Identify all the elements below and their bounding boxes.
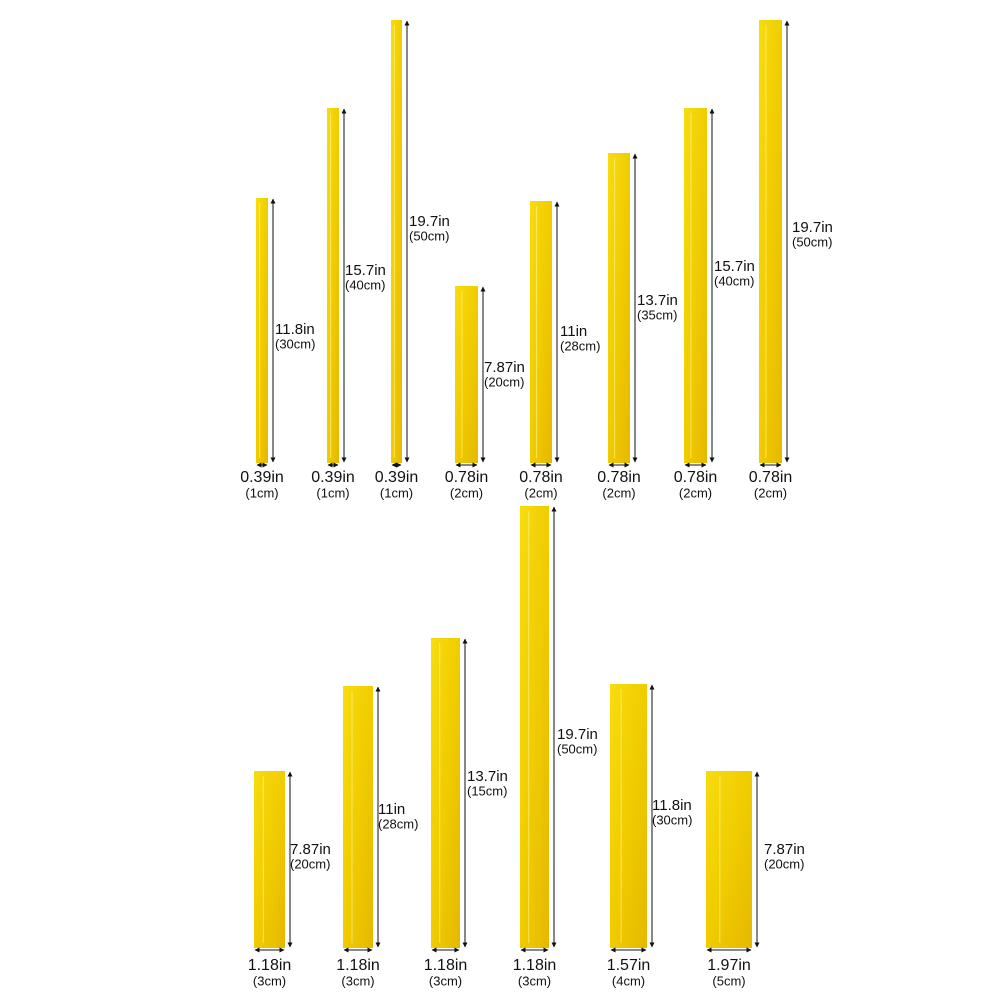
- height-cm: (35cm): [637, 307, 677, 322]
- mirror-strip: [254, 771, 285, 948]
- mirror-strip: [684, 108, 707, 463]
- height-cm: (20cm): [290, 856, 330, 871]
- width-inches: 1.97in: [707, 957, 751, 974]
- width-inches: 0.39in: [240, 469, 284, 486]
- width-cm: (2cm): [602, 485, 635, 500]
- mirror-strip: [530, 201, 552, 463]
- mirror-strip: [608, 153, 630, 463]
- width-cm: (1cm): [380, 485, 413, 500]
- width-inches: 0.78in: [674, 469, 718, 486]
- mirror-strip: [343, 686, 373, 948]
- width-inches: 1.18in: [424, 957, 468, 974]
- height-cm: (28cm): [560, 338, 600, 353]
- mirror-strip: [391, 20, 402, 463]
- width-cm: (4cm): [612, 973, 645, 988]
- width-cm: (2cm): [679, 485, 712, 500]
- height-inches: 7.87in: [290, 841, 331, 858]
- height-inches: 11in: [378, 801, 405, 818]
- mirror-strip: [431, 638, 460, 948]
- width-inches: 0.39in: [375, 469, 419, 486]
- height-inches: 19.7in: [557, 726, 598, 743]
- height-cm: (28cm): [378, 816, 418, 831]
- width-inches: 1.18in: [336, 957, 380, 974]
- mirror-strip: [256, 198, 268, 463]
- width-inches: 1.57in: [607, 957, 651, 974]
- height-inches: 11in: [560, 323, 587, 340]
- height-cm: (40cm): [714, 273, 754, 288]
- height-inches: 13.7in: [467, 768, 508, 785]
- width-inches: 0.78in: [597, 469, 641, 486]
- width-inches: 0.78in: [749, 469, 793, 486]
- height-cm: (20cm): [764, 856, 804, 871]
- width-cm: (2cm): [450, 485, 483, 500]
- width-cm: (3cm): [518, 973, 551, 988]
- height-cm: (50cm): [409, 228, 449, 243]
- mirror-strip: [706, 771, 752, 948]
- width-cm: (3cm): [429, 973, 462, 988]
- height-cm: (50cm): [792, 234, 832, 249]
- height-inches: 15.7in: [714, 258, 755, 275]
- width-inches: 0.78in: [445, 469, 489, 486]
- width-inches: 1.18in: [513, 957, 557, 974]
- width-cm: (2cm): [754, 485, 787, 500]
- width-cm: (2cm): [524, 485, 557, 500]
- mirror-strip: [327, 108, 339, 463]
- width-cm: (3cm): [253, 973, 286, 988]
- width-cm: (3cm): [341, 973, 374, 988]
- height-cm: (30cm): [652, 812, 692, 827]
- height-inches: 13.7in: [637, 292, 678, 309]
- height-cm: (50cm): [557, 741, 597, 756]
- height-inches: 19.7in: [409, 213, 450, 230]
- mirror-strip: [759, 20, 782, 463]
- width-cm: (1cm): [245, 485, 278, 500]
- height-cm: (15cm): [467, 783, 507, 798]
- mirror-strip: [455, 286, 478, 463]
- height-cm: (40cm): [345, 277, 385, 292]
- width-cm: (1cm): [316, 485, 349, 500]
- height-cm: (30cm): [275, 336, 315, 351]
- width-cm: (5cm): [712, 973, 745, 988]
- height-cm: (20cm): [484, 374, 524, 389]
- height-inches: 11.8in: [275, 321, 315, 338]
- mirror-strip: [610, 684, 647, 948]
- height-inches: 15.7in: [345, 262, 386, 279]
- height-inches: 7.87in: [484, 359, 525, 376]
- width-inches: 0.39in: [311, 469, 355, 486]
- height-inches: 7.87in: [764, 841, 805, 858]
- mirror-strip: [520, 506, 549, 948]
- height-inches: 19.7in: [792, 219, 833, 236]
- width-inches: 1.18in: [248, 957, 292, 974]
- width-inches: 0.78in: [519, 469, 563, 486]
- height-inches: 11.8in: [652, 797, 692, 814]
